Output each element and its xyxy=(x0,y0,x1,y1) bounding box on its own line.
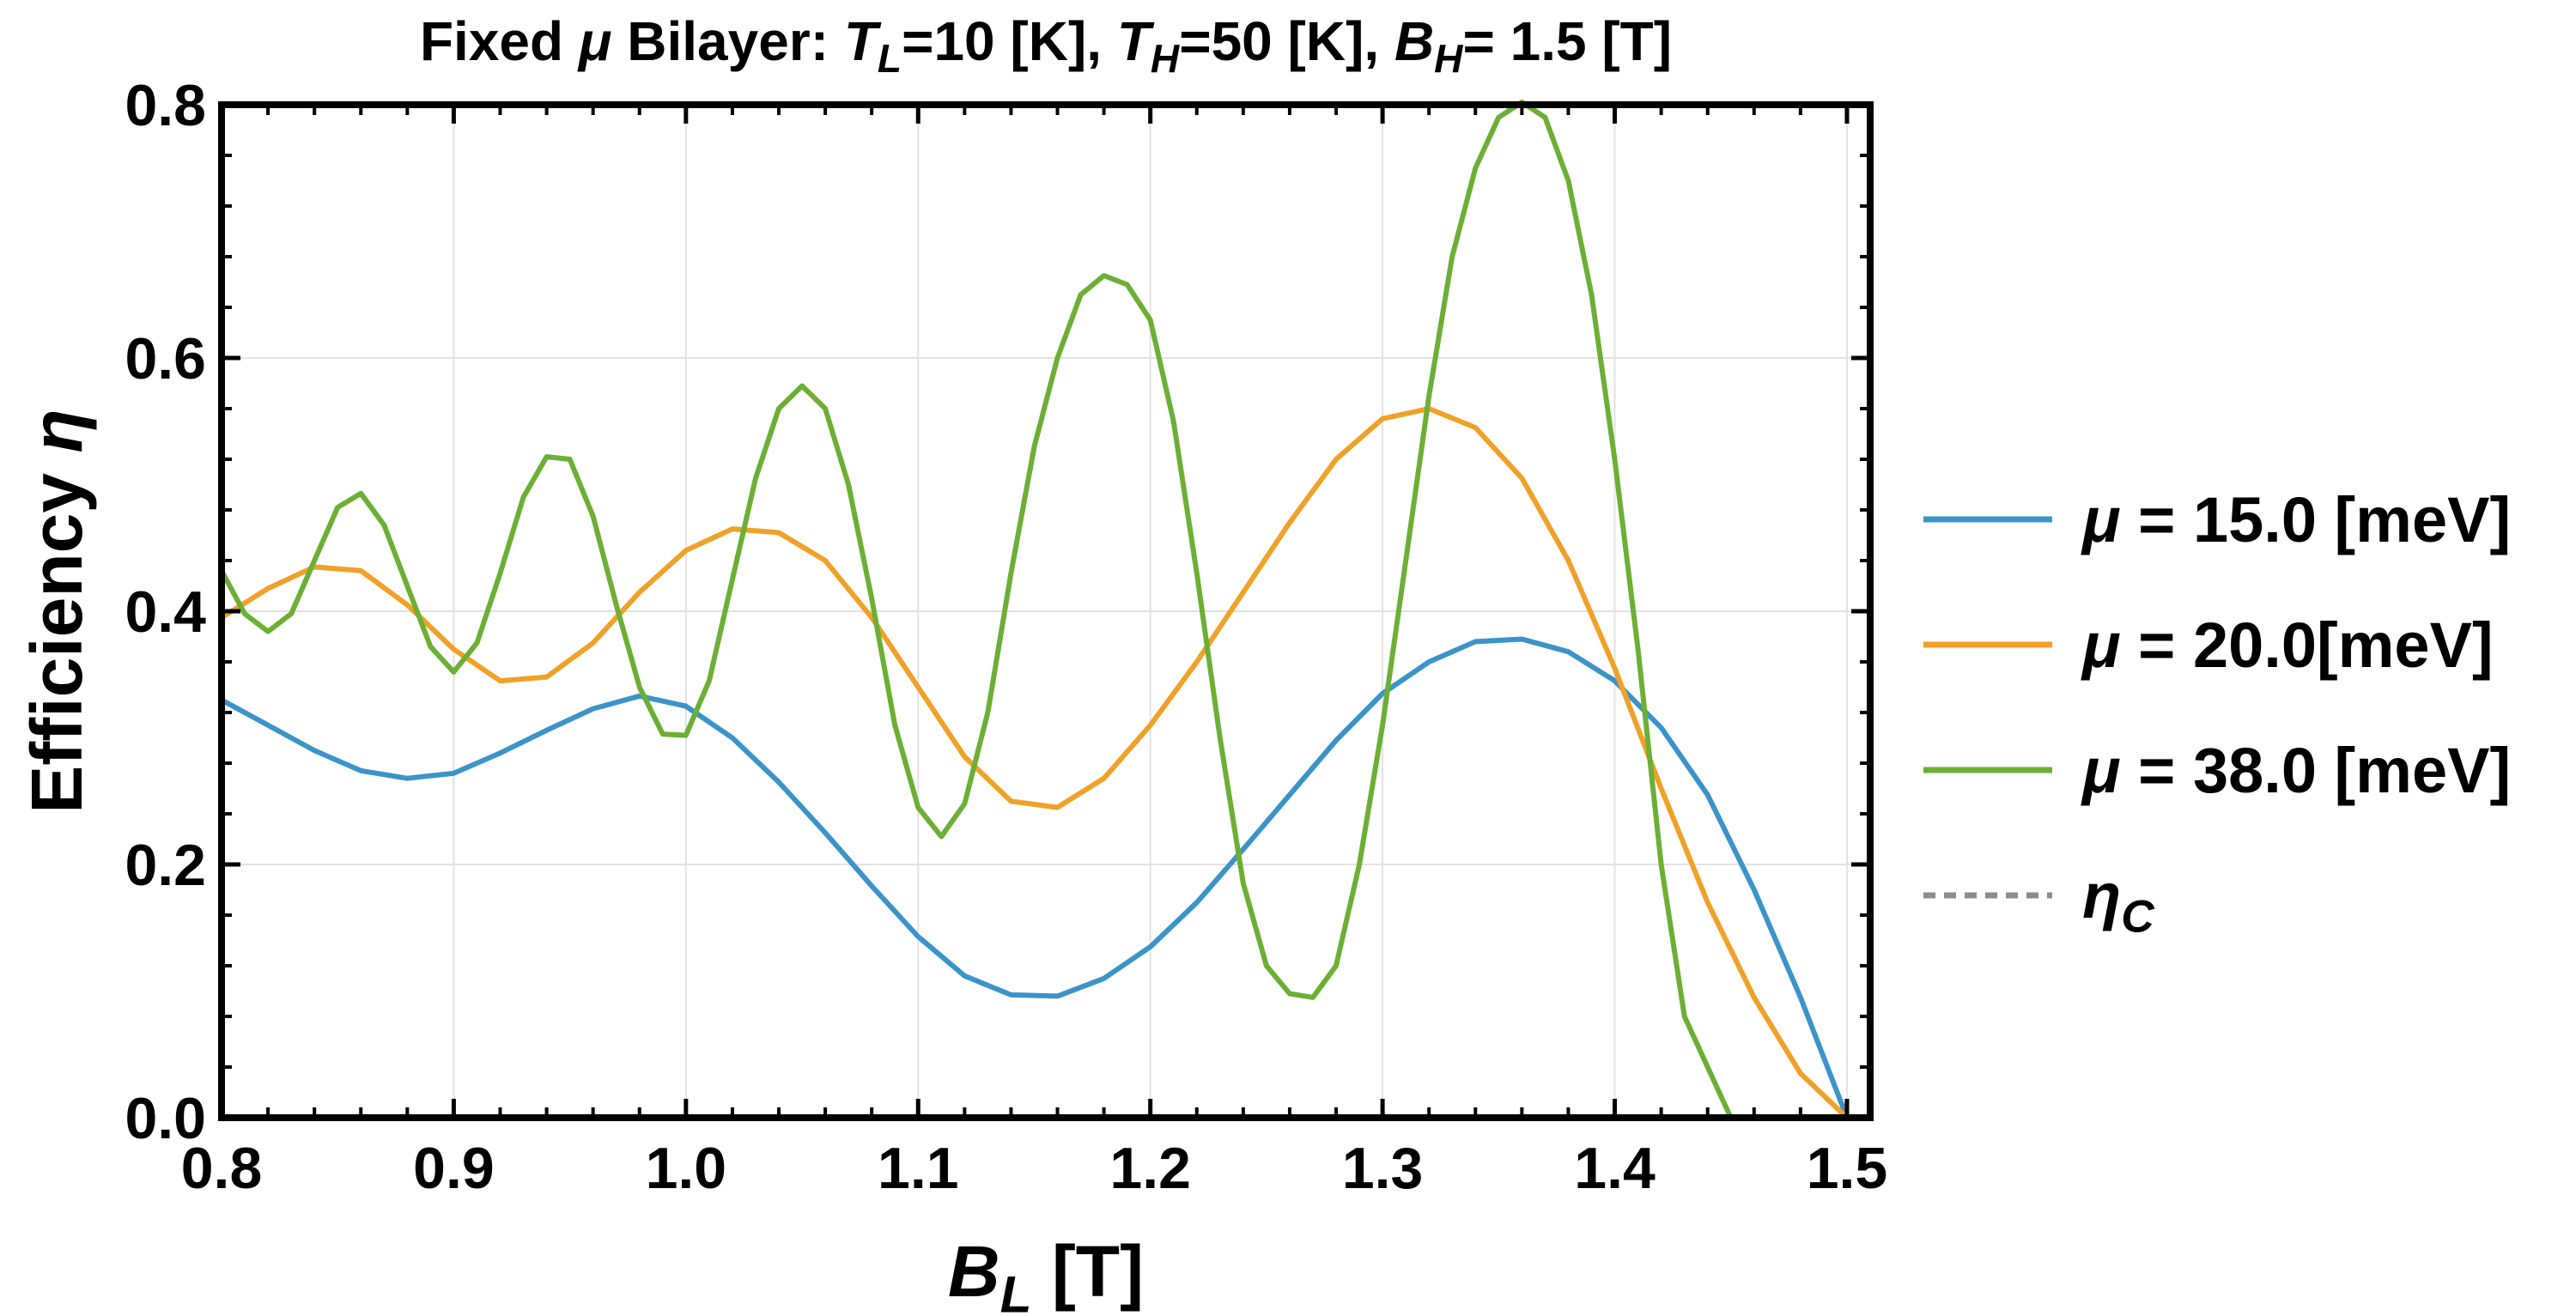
chart-title-part: H xyxy=(1151,36,1181,81)
y-tick-label: 0.0 xyxy=(125,1086,206,1151)
chart-title-part: Fixed xyxy=(420,10,579,72)
chart-title-part: μ xyxy=(577,10,612,72)
chart-title: Fixed μ Bilayer: TL=10 [K], TH=50 [K], B… xyxy=(420,10,1672,81)
x-axis-label-part: L xyxy=(1000,1264,1032,1316)
legend-label-3: ηC xyxy=(2082,860,2155,942)
x-tick-label: 1.5 xyxy=(1807,1136,1888,1201)
chart-title-part: T xyxy=(844,10,882,72)
x-axis-label-part: B xyxy=(948,1231,1000,1312)
legend-label-0: μ = 15.0 [meV] xyxy=(2081,484,2511,555)
chart-title-part: =50 [K], xyxy=(1179,10,1394,72)
x-tick-label: 0.8 xyxy=(181,1136,263,1201)
legend-label-1-part: μ xyxy=(2081,609,2121,681)
y-tick-label: 0.6 xyxy=(125,326,206,391)
y-tick-label: 0.4 xyxy=(125,579,206,645)
legend-label-1: μ = 20.0[meV] xyxy=(2081,609,2494,681)
legend-label-0-part: = 15.0 [meV] xyxy=(2121,484,2512,555)
y-axis-label: Efficiency η xyxy=(16,409,97,813)
chart-title-part: Bilayer: xyxy=(611,10,843,72)
series-line-1 xyxy=(222,406,1850,1118)
x-axis-label-part: [T] xyxy=(1032,1231,1145,1312)
x-tick-label: 1.4 xyxy=(1574,1136,1656,1201)
labels: 0.8 0.9 1.0 1.1 1.2 1.3 1.4 1.5 0.0 0.2 0.4 0.6 0.8 F… xyxy=(16,10,1887,1316)
chart-title-part: B xyxy=(1394,10,1434,72)
x-tick-label: 1.0 xyxy=(646,1136,727,1201)
legend-label-2: μ = 38.0 [meV] xyxy=(2081,735,2511,806)
chart-title-part: =10 [K], xyxy=(902,10,1117,72)
y-axis-label-part: Efficiency xyxy=(16,453,97,814)
chart-title-part: T xyxy=(1117,10,1155,72)
y-tick-label: 0.2 xyxy=(125,833,206,898)
x-tick-label: 1.1 xyxy=(878,1136,959,1201)
legend-label-2-part: μ xyxy=(2081,735,2121,806)
legend-label-2-part: = 38.0 [meV] xyxy=(2121,735,2512,806)
chart-title-part: = 1.5 [T] xyxy=(1462,10,1672,72)
x-tick-label: 1.2 xyxy=(1109,1136,1191,1201)
legend-label-3-part: η xyxy=(2082,860,2121,931)
ticks xyxy=(219,102,1870,1120)
legend-label-3-part: C xyxy=(2121,891,2155,942)
legend-label-1-part: = 20.0[meV] xyxy=(2121,609,2494,681)
x-axis-label: BL [T] xyxy=(948,1231,1144,1316)
x-tick-label: 0.9 xyxy=(413,1136,495,1201)
legend: μ = 15.0 [meV]μ = 20.0[meV]μ = 38.0 [meV… xyxy=(1923,484,2511,942)
legend-label-0-part: μ xyxy=(2081,484,2121,555)
x-tick-label: 1.3 xyxy=(1342,1136,1424,1201)
chart-title-part: L xyxy=(878,36,902,81)
series-line-2 xyxy=(222,100,1734,1118)
y-tick-label: 0.8 xyxy=(125,73,206,138)
series-line-0 xyxy=(222,636,1850,1118)
chart-title-part: H xyxy=(1434,36,1464,81)
y-axis-label-part: η xyxy=(16,409,97,452)
